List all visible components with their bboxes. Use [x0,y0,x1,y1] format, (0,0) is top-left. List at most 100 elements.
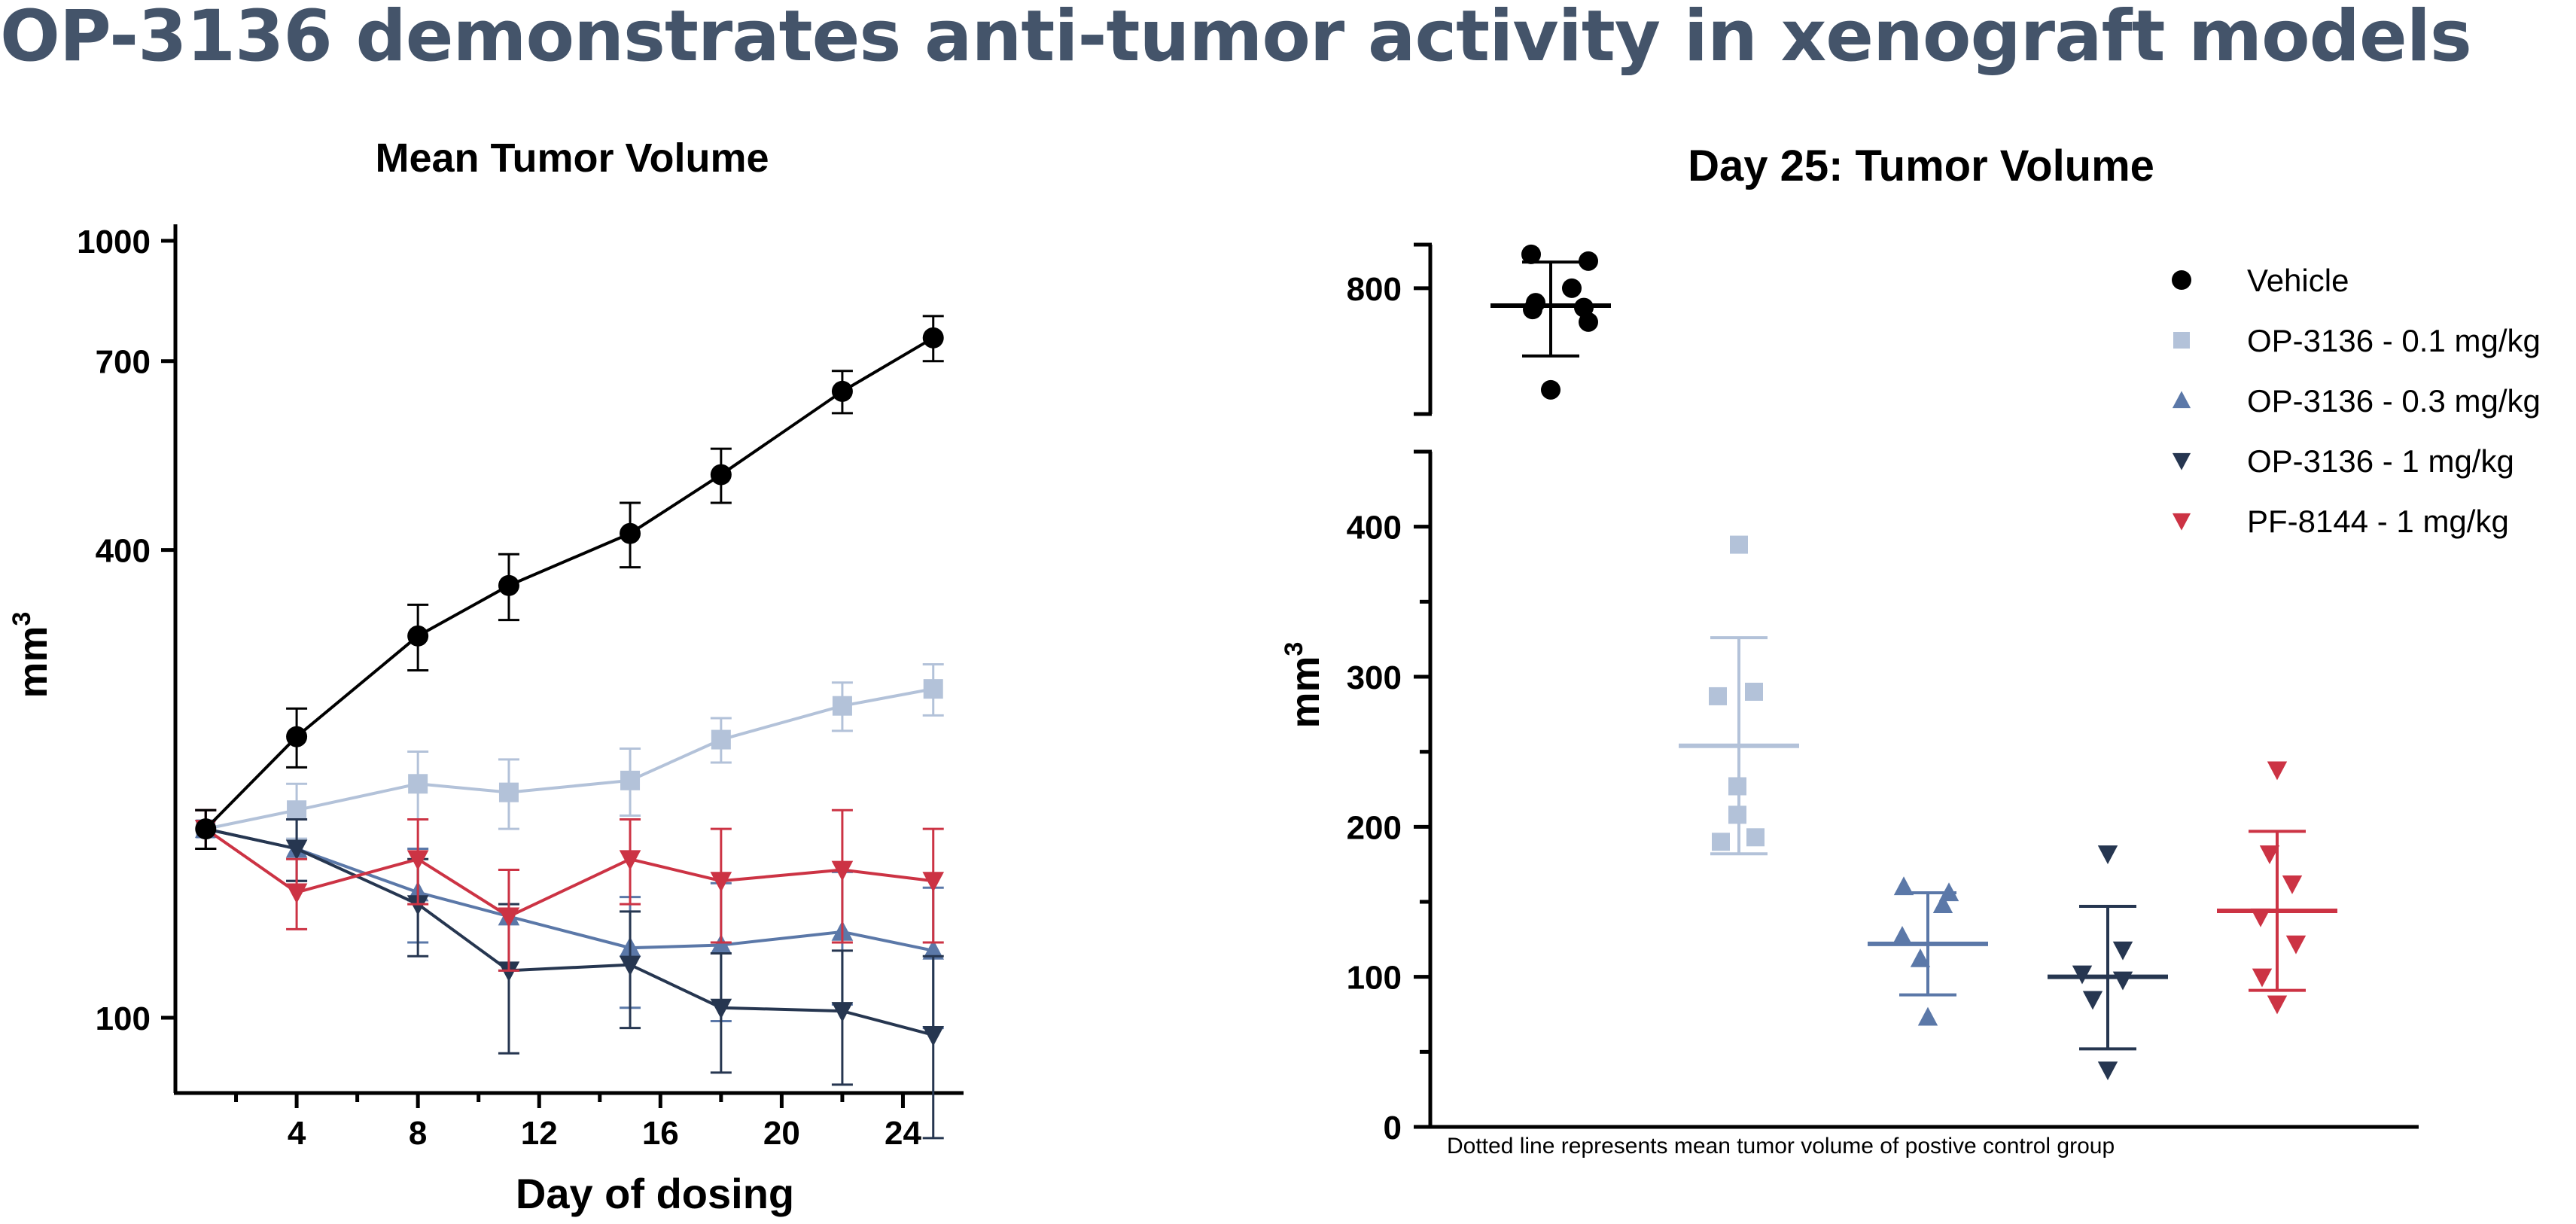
data-point [922,939,945,960]
data-point [2112,971,2133,991]
data-point [1730,535,1748,554]
legend-marker [2172,513,2191,531]
data-point [832,696,852,716]
data-point [619,955,641,976]
series-line [205,827,934,952]
data-point [1746,828,1765,847]
legend-item: OP-3136 - 1 mg/kg [2172,443,2514,479]
right-chart-title: Day 25: Tumor Volume [1688,142,2154,190]
data-point [922,327,944,349]
group-op-3136-0-1-mg-kg [1679,535,1799,856]
data-point [831,860,854,881]
data-point [408,774,428,794]
data-point [711,729,731,750]
data-point [1521,244,1541,264]
data-point [710,464,732,486]
right-y-tick-label: 400 [1347,510,1402,547]
data-point [287,800,307,821]
right-y-tick-label: 100 [1347,960,1402,997]
legend: Vehicle OP-3136 - 0.1 mg/kg OP-3136 - 0.3 … [2172,263,2541,539]
legend-marker [2172,270,2191,290]
left-y-tick-label: 100 [96,1000,151,1037]
right-y-tick-label: 200 [1347,809,1402,846]
data-point [2285,935,2307,955]
data-point [498,907,520,928]
left-y-tick-label: 400 [96,533,151,570]
series-vehicle [195,315,944,851]
left-x-tick-label: 20 [763,1115,800,1152]
data-point [1541,379,1561,400]
data-point [2097,1061,2118,1081]
legend-label: OP-3136 - 0.1 mg/kg [2247,323,2541,358]
series-line [205,827,934,1037]
data-point [619,850,641,871]
series-line [205,827,933,918]
data-point [407,625,429,647]
slide-title: OP-3136 demonstrates anti-tumor activity… [0,0,2472,78]
data-point [620,770,641,790]
data-point [1910,948,1931,967]
data-point [2250,908,2271,927]
data-point [1579,312,1598,332]
legend-item: PF-8144 - 1 mg/kg [2172,504,2509,539]
data-point [2112,941,2133,961]
data-point [286,726,308,747]
right-y-tick-label: 800 [1347,271,1402,308]
data-point [498,574,519,596]
legend-label: Vehicle [2247,263,2349,298]
day25-tumor-volume-chart: Day 25: Tumor Volume mm3 0 100 200 300 400 80… [1280,142,2541,1159]
left-x-tick-label: 24 [885,1115,921,1152]
data-point [1728,805,1746,824]
series-op-3136-1-mg-kg [194,808,945,1140]
data-point [2267,761,2288,781]
group-vehicle [1490,244,1611,400]
data-point [1579,251,1598,271]
legend-label: OP-3136 - 0.3 mg/kg [2247,383,2541,419]
right-y-axis-label: mm3 [1280,642,1328,729]
mean-tumor-volume-chart: Mean Tumor Volume mm3 Day of dosing 100 4… [8,135,964,1217]
data-point [406,850,429,871]
legend-label: OP-3136 - 1 mg/kg [2247,443,2514,479]
data-point [1562,278,1582,298]
group-op-3136-0-3-mg-kg [1868,876,1988,1026]
data-point [923,679,943,699]
left-x-tick-label: 4 [288,1115,306,1152]
legend-item: Vehicle [2172,263,2349,298]
left-x-tick-label: 8 [409,1115,427,1152]
data-point [1728,777,1746,796]
left-x-axis-label: Day of dosing [516,1170,794,1217]
data-point [922,872,945,893]
left-chart-title: Mean Tumor Volume [375,135,769,181]
data-point [2267,995,2288,1015]
legend-marker [2172,391,2191,409]
data-point [285,839,308,860]
legend-marker [2172,452,2191,470]
data-point [2097,845,2118,865]
data-point [2282,875,2303,894]
series-line [205,687,934,831]
data-point [498,782,519,802]
legend-item: OP-3136 - 0.1 mg/kg [2173,323,2541,358]
group-op-3136-1-mg-kg [2048,845,2168,1081]
legend-item: OP-3136 - 0.3 mg/kg [2172,383,2541,419]
data-point [1893,876,1914,896]
left-y-axis-label: mm3 [8,612,56,699]
data-point [710,998,732,1019]
data-point [2259,845,2280,865]
left-y-tick-label: 700 [96,344,151,381]
data-point [1709,687,1727,705]
left-x-tick-label: 12 [521,1115,558,1152]
data-point [1745,682,1763,701]
data-point [1917,1006,1938,1026]
data-point [285,883,308,904]
data-point [710,933,732,955]
left-x-tick-label: 16 [642,1115,679,1152]
data-point [1932,894,1953,914]
series-pf-8144-1-mg-kg [194,808,945,972]
series-op-3136-0-1-mg-kg [195,663,944,851]
group-pf-8144-1-mg-kg [2217,761,2337,1015]
left-y-tick-label: 1000 [77,224,151,260]
right-y-tick-label: 300 [1347,659,1402,696]
right-y-tick-label: 0 [1384,1110,1402,1146]
